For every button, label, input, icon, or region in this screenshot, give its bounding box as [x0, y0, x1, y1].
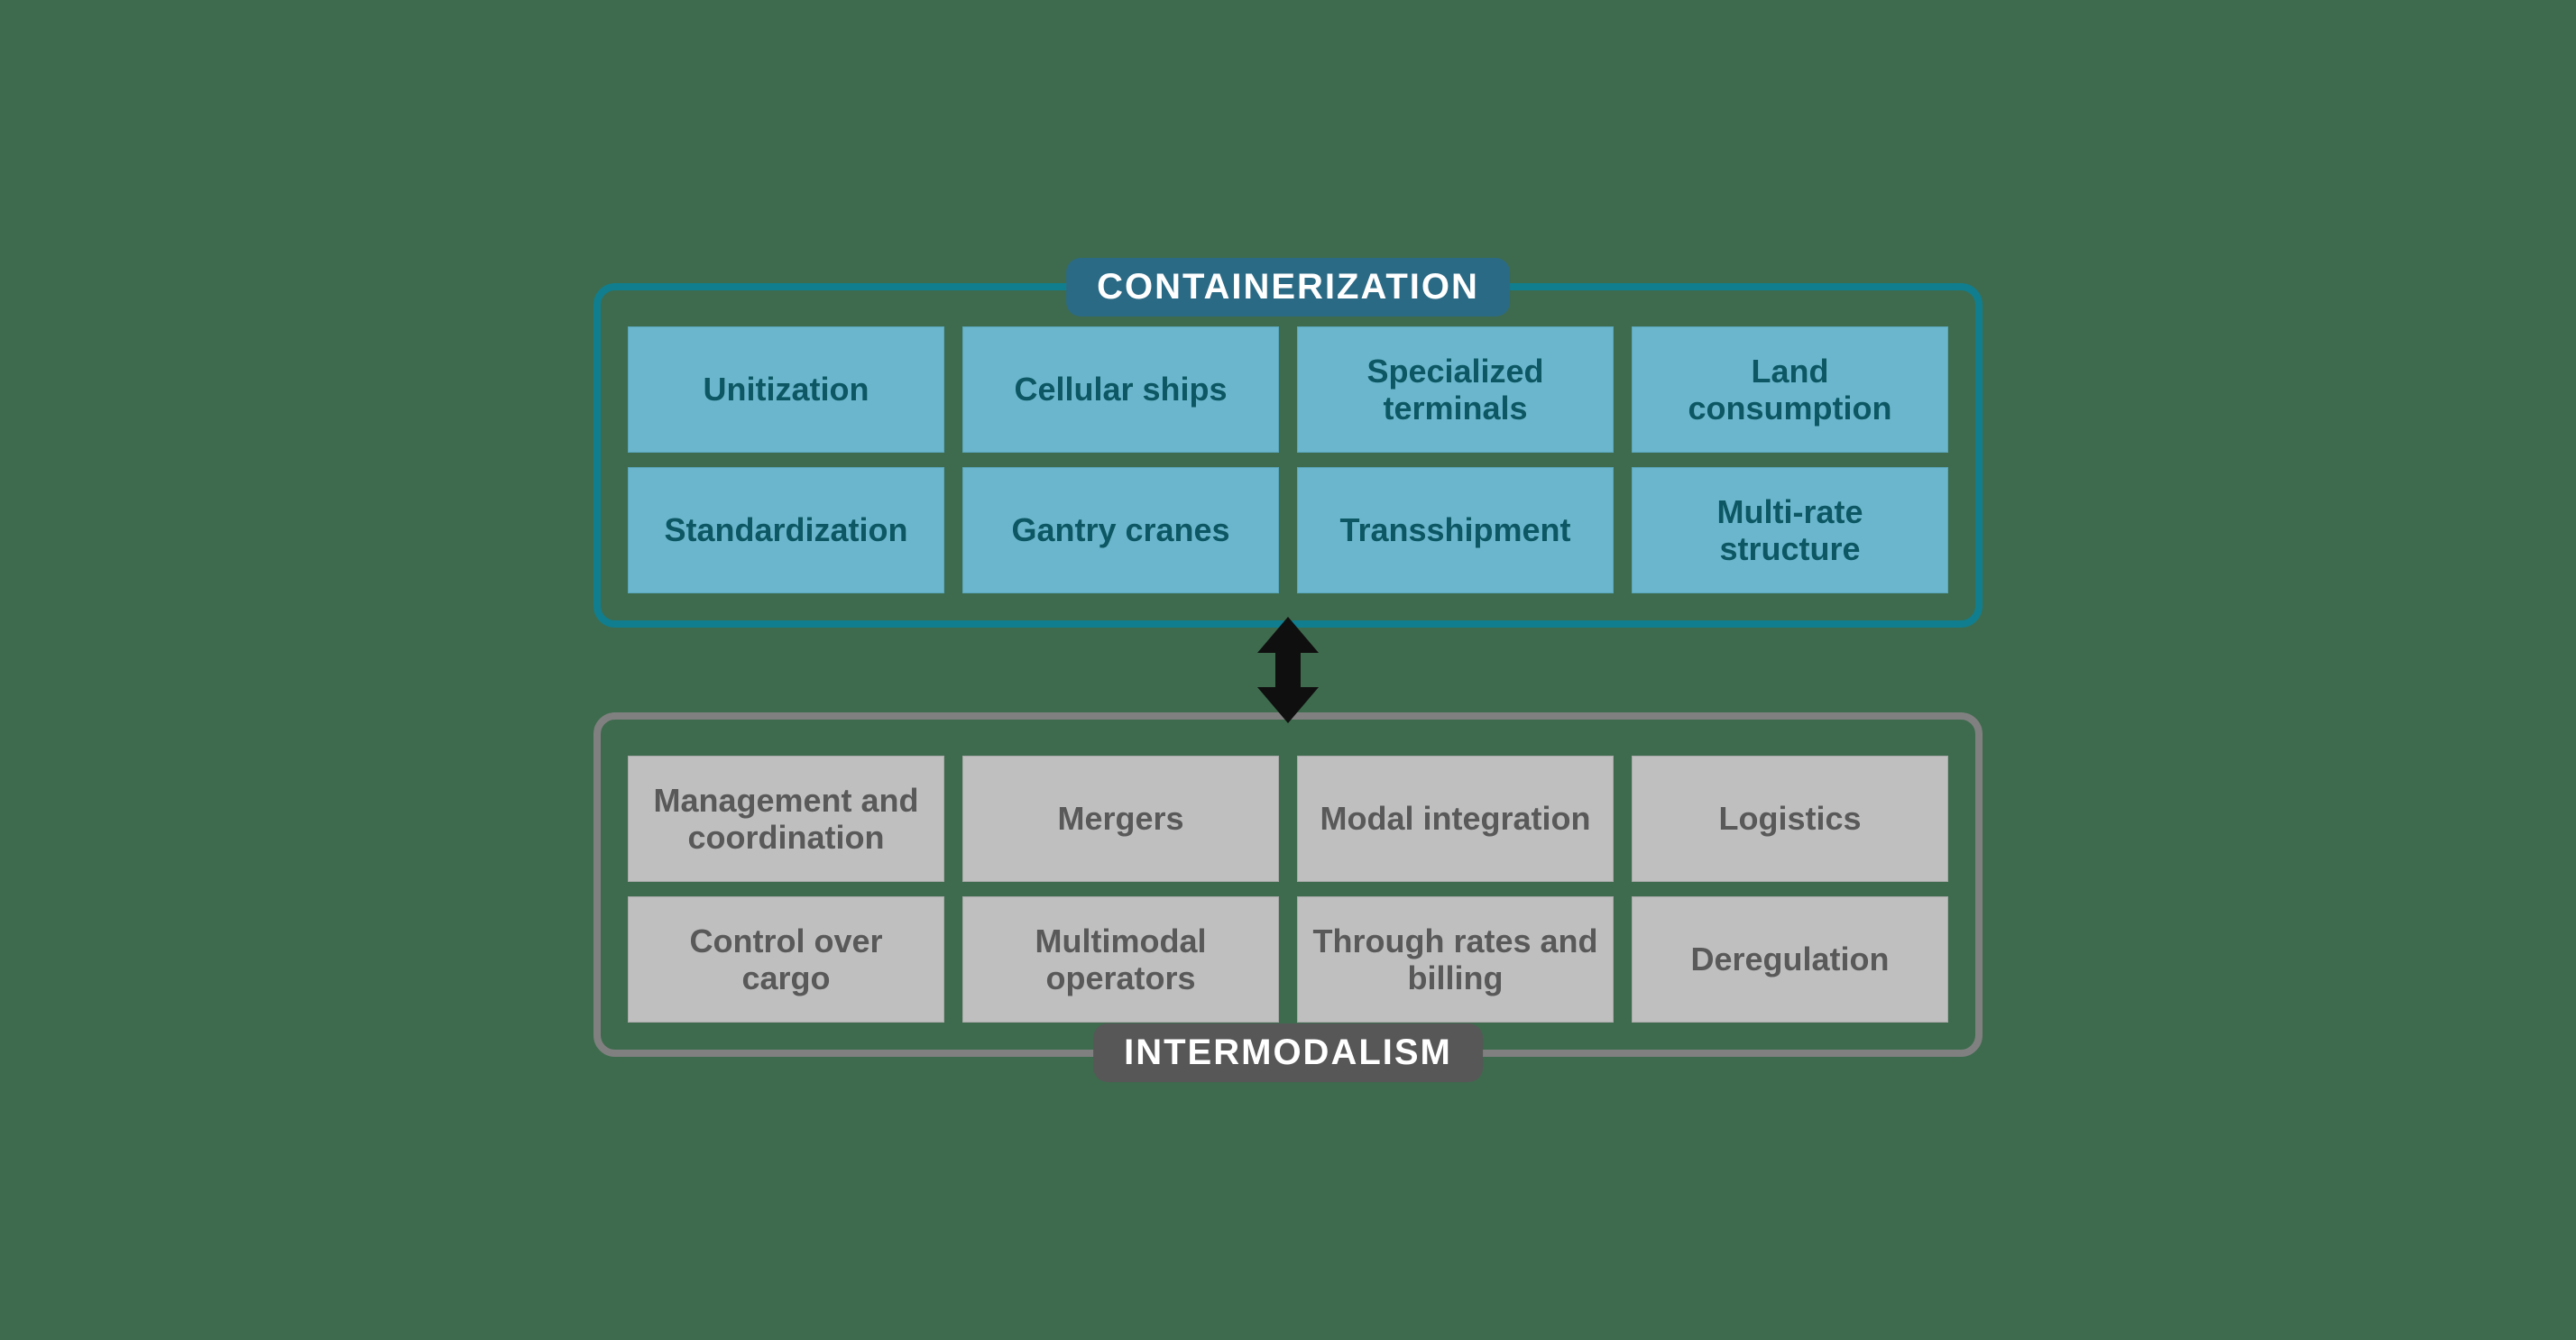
panel-grid-intermodalism: Management and coordination Mergers Modal … — [628, 756, 1948, 1023]
cell-label: Specialized terminals — [1311, 353, 1600, 427]
panel-title-intermodalism: INTERMODALISM — [1093, 1023, 1483, 1082]
bidirectional-connector — [593, 620, 1983, 720]
cell-intermodalism-3: Logistics — [1632, 756, 1948, 882]
cell-intermodalism-7: Deregulation — [1632, 896, 1948, 1023]
cell-containerization-4: Standardization — [628, 467, 944, 593]
cell-label: Unitization — [704, 371, 869, 408]
cell-containerization-5: Gantry cranes — [962, 467, 1279, 593]
cell-label: Cellular ships — [1014, 371, 1227, 408]
cell-intermodalism-4: Control over cargo — [628, 896, 944, 1023]
cell-label: Land consumption — [1645, 353, 1935, 427]
cell-label: Multi-rate structure — [1645, 493, 1935, 568]
cell-containerization-6: Transshipment — [1297, 467, 1614, 593]
cell-intermodalism-5: Multimodal operators — [962, 896, 1279, 1023]
cell-label: Gantry cranes — [1011, 511, 1229, 548]
panel-grid-containerization: Unitization Cellular ships Specialized ter… — [628, 326, 1948, 593]
cell-intermodalism-6: Through rates and billing — [1297, 896, 1614, 1023]
cell-containerization-7: Multi-rate structure — [1632, 467, 1948, 593]
cell-containerization-1: Cellular ships — [962, 326, 1279, 453]
cell-label: Standardization — [664, 511, 907, 548]
panel-title-containerization: CONTAINERIZATION — [1066, 258, 1510, 317]
cell-label: Through rates and billing — [1311, 922, 1600, 997]
cell-label: Multimodal operators — [976, 922, 1265, 997]
cell-containerization-3: Land consumption — [1632, 326, 1948, 453]
title-text: INTERMODALISM — [1124, 1033, 1452, 1072]
cell-label: Control over cargo — [641, 922, 931, 997]
cell-label: Management and coordination — [641, 782, 931, 857]
cell-label: Logistics — [1718, 800, 1861, 837]
diagram-root: CONTAINERIZATION UnitizationCellular shi… — [593, 283, 1983, 1057]
double-arrow-icon — [1256, 617, 1320, 723]
cell-containerization-0: Unitization — [628, 326, 944, 453]
panel-containerization: CONTAINERIZATION UnitizationCellular shi… — [593, 283, 1983, 628]
cell-intermodalism-0: Management and coordination — [628, 756, 944, 882]
cell-label: Deregulation — [1690, 941, 1889, 977]
cell-intermodalism-1: Mergers — [962, 756, 1279, 882]
cell-label: Modal integration — [1320, 800, 1591, 837]
cell-containerization-2: Specialized terminals — [1297, 326, 1614, 453]
title-text: CONTAINERIZATION — [1097, 267, 1479, 307]
cell-intermodalism-2: Modal integration — [1297, 756, 1614, 882]
cell-label: Transshipment — [1339, 511, 1570, 548]
cell-label: Mergers — [1057, 800, 1183, 837]
panel-intermodalism: Management and coordination Mergers Modal … — [593, 712, 1983, 1057]
